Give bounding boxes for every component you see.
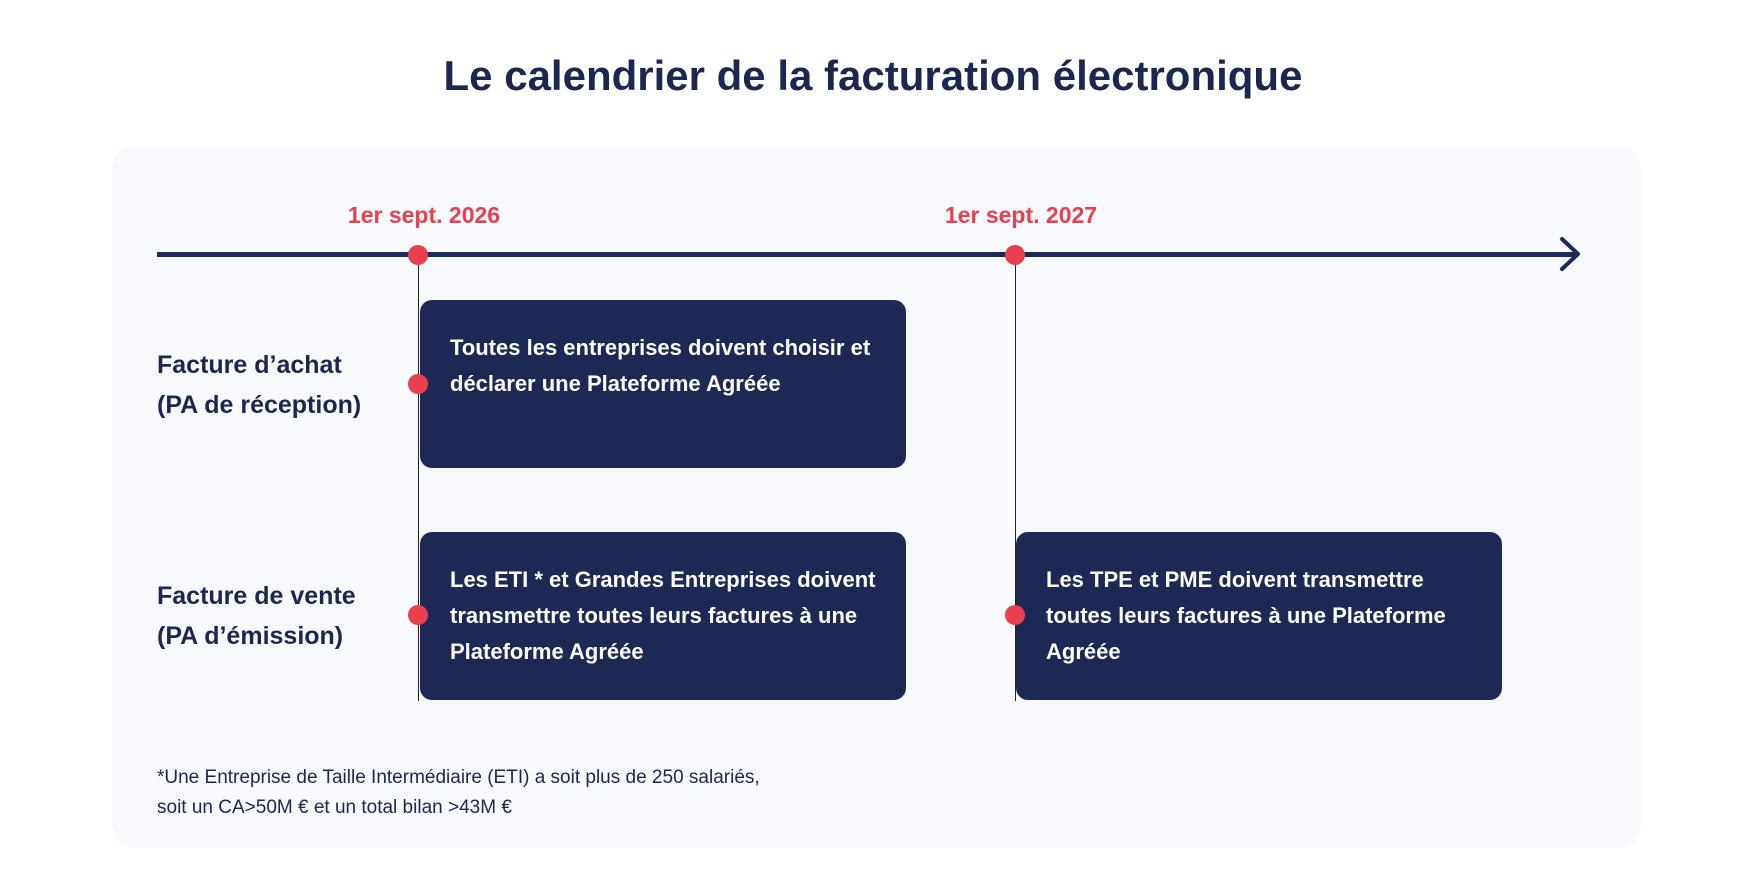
row-label-line: Facture d’achat [157,351,342,379]
event-dot [408,374,428,394]
footnote-line: *Une Entreprise de Taille Intermédiaire … [157,767,760,788]
page-title: Le calendrier de la facturation électron… [443,52,1303,99]
event-dot [408,605,428,625]
timeline-axis [157,252,1575,257]
footnote-line: soit un CA>50M € et un total bilan >43M … [157,797,512,818]
date-label-2026: 1er sept. 2026 [347,202,501,228]
row-label-line: (PA de réception) [157,391,362,419]
row-label-vente: Facture de vente (PA d’émission) [157,576,356,656]
date-label-2027: 1er sept. 2027 [944,202,1098,228]
event-dot [1005,605,1025,625]
timeline-guide-2026 [418,255,419,701]
event-box-vente-2026: Les ETI * et Grandes Entreprises doivent… [420,532,906,700]
timeline-panel [112,146,1641,848]
milestone-dot-2026 [408,245,428,265]
milestone-dot-2027 [1005,245,1025,265]
event-box-vente-2027: Les TPE et PME doivent transmettre toute… [1016,532,1502,700]
row-label-line: (PA d’émission) [157,622,344,650]
row-label-achat: Facture d’achat (PA de réception) [157,345,361,425]
footnote: *Une Entreprise de Taille Intermédiaire … [157,763,760,823]
arrow-right-icon [1560,237,1580,271]
event-box-achat-2026: Toutes les entreprises doivent choisir e… [420,300,906,468]
row-label-line: Facture de vente [157,582,356,610]
timeline-guide-2027 [1015,255,1016,701]
